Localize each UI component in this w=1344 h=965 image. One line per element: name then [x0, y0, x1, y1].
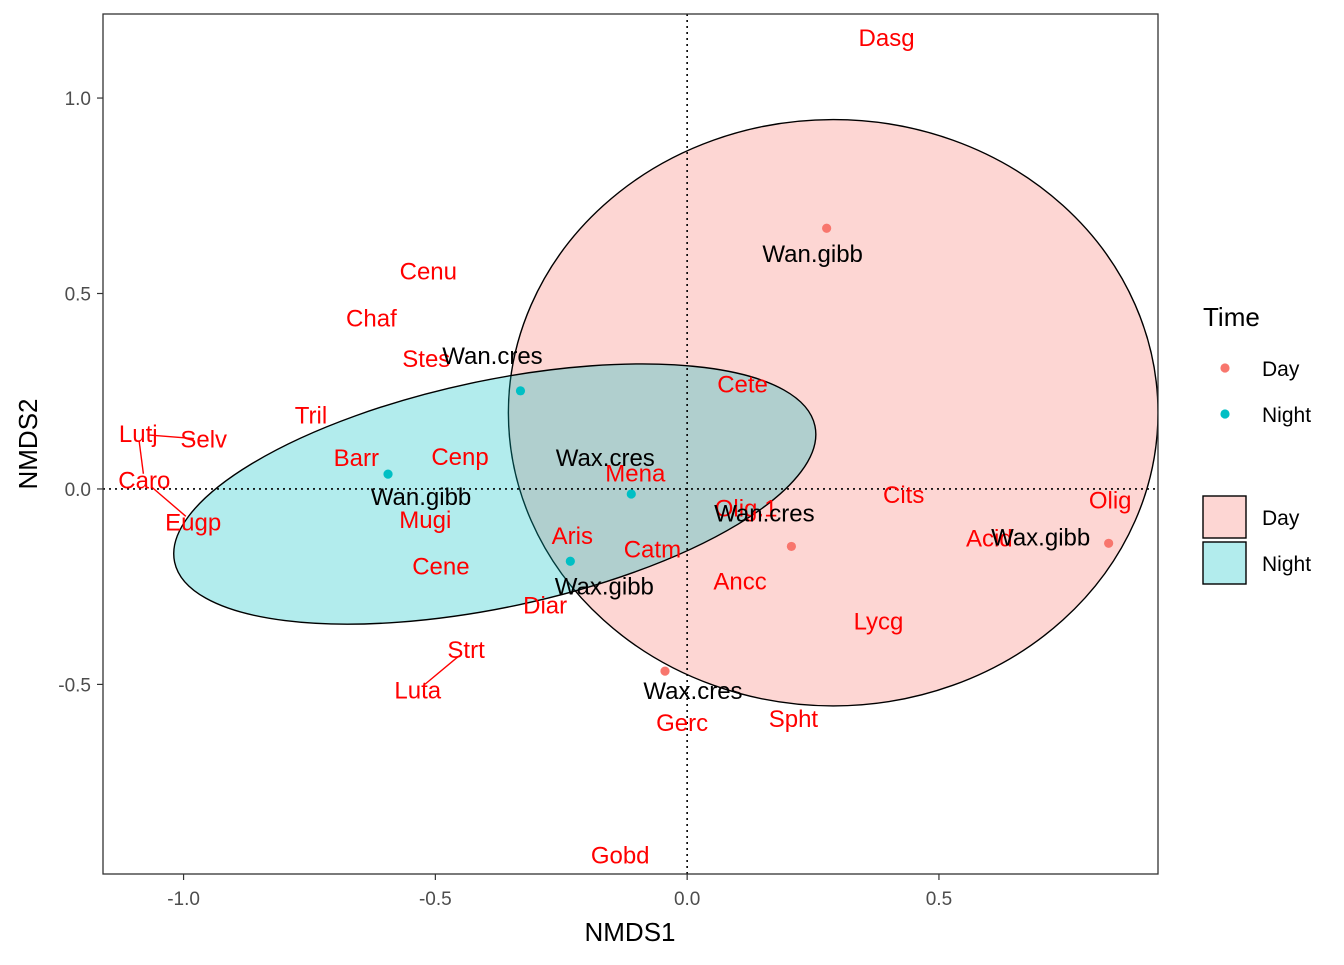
ellipse-night — [173, 363, 817, 625]
y-tick-label: -0.5 — [58, 675, 91, 696]
species-label: Gerc — [656, 710, 708, 737]
site-label: Wax.gibb — [991, 524, 1090, 551]
site-label: Wax.cres — [556, 445, 655, 472]
species-label: Acid — [966, 526, 1013, 553]
leader-line — [151, 486, 187, 517]
x-tick-label: -1.0 — [167, 889, 200, 910]
legend-fill-label: Night — [1262, 553, 1311, 576]
leader-line — [148, 434, 194, 440]
site-point-night — [383, 469, 393, 479]
ellipse-layer — [173, 118, 1158, 707]
species-label: Stes — [402, 346, 450, 373]
legend-point-key — [1220, 363, 1230, 373]
y-tick-label: 0.0 — [65, 480, 91, 501]
species-label: Luta — [394, 677, 441, 704]
site-point-night — [565, 556, 575, 566]
y-tick-label: 0.5 — [65, 285, 91, 306]
site-points — [383, 223, 1114, 676]
legend-fill-swatch — [1202, 541, 1247, 585]
x-tick-label: -0.5 — [419, 889, 452, 910]
legend-point-key — [1220, 409, 1230, 419]
leader-line — [138, 441, 145, 474]
legend-fill-key — [1203, 496, 1246, 538]
species-label: Olig — [1089, 488, 1132, 515]
site-labels: Wan.gibb Wax.gibb Wan.cres Wax.cres Wan.cres… — [371, 241, 1090, 705]
species-label: Lycg — [854, 608, 904, 635]
reference-lines — [103, 14, 1158, 874]
site-point-day — [822, 223, 832, 233]
legend-title: Time — [1203, 302, 1260, 332]
site-label: Wax.cres — [643, 678, 742, 705]
species-label: Mugi — [399, 507, 451, 534]
species-label: Gobd — [591, 843, 650, 870]
species-label: Tril — [295, 402, 327, 429]
species-label: Ancc — [713, 569, 766, 596]
site-label: Wax.gibb — [555, 573, 654, 600]
site-point-night — [515, 386, 526, 396]
species-label: Strt — [447, 637, 485, 664]
legend: Time Day Night Day Night — [1202, 302, 1311, 585]
species-label: Aris — [552, 523, 593, 550]
species-label: Catm — [624, 537, 681, 564]
species-label: Eugp — [165, 510, 221, 537]
site-point-day — [660, 666, 670, 676]
axes: -1.0 -0.5 0.0 0.5 -0.5 0.0 0.5 1.0 — [58, 89, 952, 910]
site-point-day — [1104, 538, 1114, 548]
x-tick-label: 0.5 — [926, 889, 952, 910]
ellipse-day — [507, 118, 1158, 707]
site-point-night — [626, 489, 636, 499]
site-label: Wan.gibb — [371, 484, 472, 511]
legend-point-label: Night — [1262, 404, 1311, 427]
legend-point-label: Day — [1262, 358, 1300, 381]
x-axis-title: NMDS1 — [584, 917, 675, 947]
x-tick-label: 0.0 — [674, 889, 700, 910]
species-label: Mena — [605, 460, 666, 487]
site-label: Wan.cres — [442, 343, 542, 370]
legend-fill-key — [1203, 542, 1246, 584]
y-axis-title: NMDS2 — [13, 398, 43, 489]
plot-panel-border — [102, 13, 1159, 875]
leader-line — [424, 655, 460, 685]
species-label: Barr — [334, 445, 379, 472]
species-label: Spht — [769, 706, 819, 733]
site-label: Wan.cres — [714, 500, 814, 527]
site-point-day — [786, 541, 796, 552]
species-label: Selv — [180, 426, 227, 453]
species-label: Caro — [118, 468, 170, 495]
species-label: Olig.1 — [715, 496, 778, 523]
y-tick-label: 1.0 — [65, 89, 91, 110]
species-label: Diar — [523, 592, 567, 619]
species-label: Lutj — [119, 421, 158, 448]
site-label: Wan.gibb — [762, 241, 863, 268]
species-label: Cete — [717, 372, 768, 399]
species-label: Cenu — [400, 259, 457, 286]
species-label: Chaf — [346, 306, 397, 333]
species-label: Cenp — [431, 444, 488, 471]
label-leader-lines — [138, 434, 460, 685]
legend-fill-label: Day — [1262, 507, 1300, 530]
legend-fill-swatch — [1202, 495, 1247, 539]
species-label: Dasg — [859, 25, 915, 52]
plot-background — [103, 14, 1158, 874]
species-label: Cene — [412, 554, 469, 581]
species-label: Cits — [883, 482, 924, 509]
